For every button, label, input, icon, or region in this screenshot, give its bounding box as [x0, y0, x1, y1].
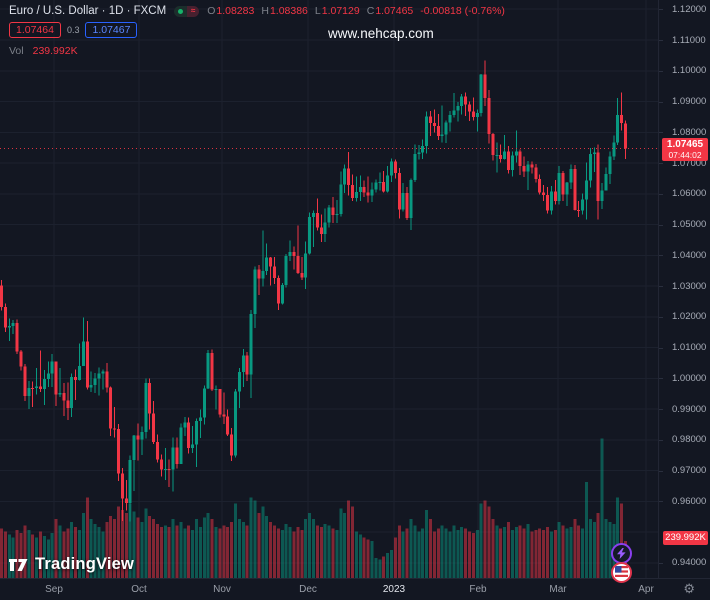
price-axis-tick — [659, 562, 663, 564]
site-watermark: www.nehcap.com — [328, 26, 434, 41]
buy-ask-button[interactable]: 1.07467 — [85, 22, 138, 38]
floating-icons — [611, 543, 635, 585]
price-axis-label: 0.97000 — [672, 465, 707, 477]
price-axis-label: 1.07000 — [672, 157, 707, 169]
time-axis-label-2023: 2023 — [382, 584, 406, 595]
price-axis-tick — [659, 316, 663, 318]
gear-icon[interactable]: ⚙ — [683, 581, 695, 596]
price-axis-label: 1.04000 — [672, 249, 707, 261]
price-axis-label: 0.96000 — [672, 495, 707, 507]
price-axis[interactable]: 1.07465 07:44:02 239.992K 1.12000 1.11000… — [658, 0, 710, 578]
high-label: H — [261, 5, 269, 17]
volume-indicator-label[interactable]: Vol — [9, 45, 24, 57]
open-value: 1.08283 — [216, 5, 255, 17]
spread-value: 0.3 — [66, 25, 80, 35]
volume-indicator-value: 239.992K — [32, 45, 78, 57]
price-axis-tick — [659, 132, 663, 134]
time-axis-label-feb: Feb — [469, 584, 487, 595]
time-axis-label-dec: Dec — [299, 584, 317, 595]
price-axis-tick — [659, 470, 663, 472]
open-label: O — [207, 5, 216, 17]
toggle-on-icon — [174, 5, 188, 17]
price-axis-tick — [659, 378, 663, 380]
price-axis-label: 1.02000 — [672, 311, 707, 323]
price-axis-tick — [659, 409, 663, 411]
change-value: -0.00818 (-0.76%) — [420, 5, 505, 17]
high-value: 1.08386 — [269, 5, 308, 17]
price-axis-label: 1.12000 — [672, 3, 707, 15]
sell-bid-button[interactable]: 1.07464 — [9, 22, 61, 38]
tradingview-logo-text: TradingView — [35, 555, 135, 573]
price-axis-label: 1.00000 — [672, 372, 707, 384]
time-axis-label-oct: Oct — [131, 584, 147, 595]
us-flag-icon[interactable] — [611, 562, 632, 583]
price-axis-tick — [659, 163, 663, 165]
ohlc-readout: O 1.08283 H 1.08386 L 1.07129 C 1.07465 -0.0… — [207, 5, 505, 17]
toggle-off-icon: ≈ — [187, 5, 200, 17]
price-axis-tick — [659, 255, 663, 257]
price-axis-tick — [659, 501, 663, 503]
us-flag-glyph — [615, 566, 628, 577]
close-value: 1.07465 — [375, 5, 414, 17]
current-price-value: 1.07465 — [666, 138, 704, 150]
bar-countdown: 07:44:02 — [668, 149, 702, 160]
price-axis-tick — [659, 40, 663, 41]
price-axis-label: 1.05000 — [672, 219, 707, 231]
price-axis-label: 1.03000 — [672, 280, 707, 292]
price-axis-tick — [659, 193, 663, 195]
price-axis-tick — [659, 286, 663, 288]
low-label: L — [314, 5, 321, 17]
candlestick-chart-canvas[interactable] — [0, 0, 658, 578]
current-volume-badge: 239.992K — [663, 531, 708, 545]
time-axis-label-apr: Apr — [638, 584, 654, 595]
lightning-bolt-glyph — [617, 548, 626, 559]
time-axis-label-nov: Nov — [213, 584, 231, 595]
price-axis-label: 1.10000 — [672, 65, 707, 77]
tradingview-logo-icon — [9, 558, 28, 571]
time-axis[interactable]: ⚙ Sep Oct Nov Dec 2023 Feb Mar Apr — [0, 578, 710, 600]
price-axis-label: 1.09000 — [672, 96, 707, 108]
price-axis-label: 1.01000 — [672, 342, 707, 354]
close-label: C — [366, 5, 375, 17]
price-axis-label: 1.11000 — [672, 34, 706, 46]
price-axis-label: 0.99000 — [672, 403, 707, 415]
tradingview-logo[interactable]: TradingView — [8, 555, 134, 574]
current-price-badge: 1.07465 07:44:02 — [662, 137, 708, 161]
price-axis-label: 0.94000 — [672, 557, 707, 569]
time-axis-label-sep: Sep — [45, 584, 63, 595]
low-value: 1.07129 — [321, 5, 360, 17]
price-axis-tick — [659, 439, 663, 441]
price-axis-tick — [659, 224, 663, 226]
price-axis-label: 1.08000 — [672, 126, 707, 138]
time-axis-label-mar: Mar — [549, 584, 567, 595]
price-axis-label: 1.06000 — [672, 188, 707, 200]
lightning-icon[interactable] — [611, 543, 632, 564]
symbol-title[interactable]: Euro / U.S. Dollar · 1D · FXCM — [9, 5, 167, 17]
price-axis-tick — [659, 70, 663, 72]
symbol-legend: Euro / U.S. Dollar · 1D · FXCM ≈ O 1.0828… — [9, 5, 505, 57]
price-axis-tick — [659, 347, 663, 349]
price-axis-label: 0.98000 — [672, 434, 707, 446]
price-axis-tick — [659, 9, 663, 11]
price-axis-tick — [659, 101, 663, 103]
visibility-toggle[interactable]: ≈ — [174, 5, 200, 17]
